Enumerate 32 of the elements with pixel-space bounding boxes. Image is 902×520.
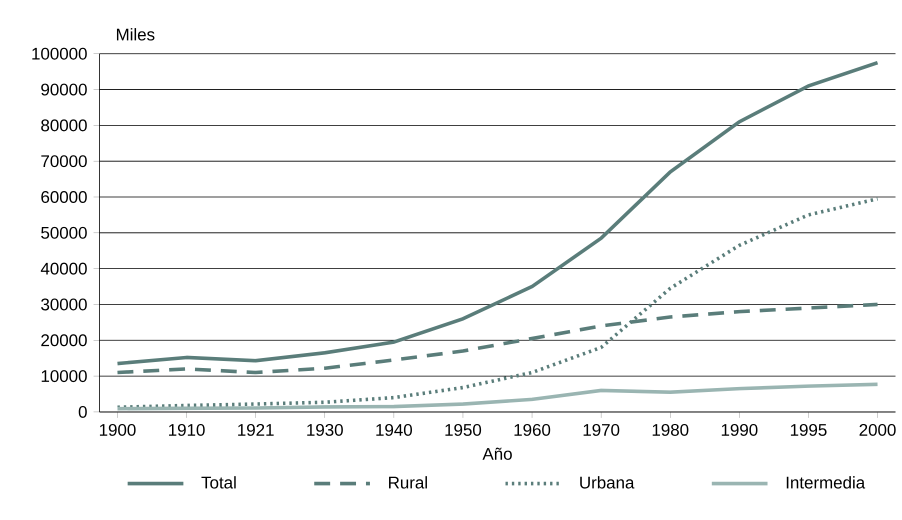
line-series — [116, 60, 880, 366]
y-tick-label: 0 — [78, 406, 87, 418]
x-tick-label: 1930 — [307, 424, 343, 436]
x-tick-label: 1900 — [100, 424, 136, 436]
legend-label: Urbana — [580, 476, 634, 488]
y-tick-label: 70000 — [41, 155, 87, 167]
y-tick-label: 30000 — [41, 298, 87, 310]
x-tick-label: 1940 — [376, 424, 412, 436]
line-series — [116, 382, 880, 410]
x-tick-label: 1910 — [169, 424, 205, 436]
x-tick-label: 1980 — [652, 424, 688, 436]
x-tick-label: 1990 — [722, 424, 758, 436]
y-tick-label: 20000 — [41, 334, 87, 346]
y-tick-label: 60000 — [41, 190, 87, 203]
legend-label: Intermedia — [786, 476, 866, 488]
y-axis-title: Miles — [116, 28, 154, 40]
y-tick-label: 10000 — [42, 370, 87, 382]
x-tick-label: 2000 — [860, 424, 896, 436]
x-tick-label: 1950 — [445, 424, 482, 436]
x-axis-title: Año — [482, 447, 512, 460]
x-tick-label: 1970 — [584, 424, 620, 436]
legend-label: Rural — [389, 476, 427, 488]
x-tick-label: 1995 — [790, 424, 827, 436]
x-tick-label: 1921 — [238, 424, 274, 436]
y-tick-label: 50000 — [41, 226, 87, 239]
line-series — [116, 196, 880, 409]
y-tick-label: 90000 — [41, 83, 87, 96]
x-tick-label: 1960 — [514, 424, 550, 436]
y-tick-label: 40000 — [40, 262, 87, 274]
y-tick-label: 100000 — [32, 48, 87, 60]
y-tick-label: 80000 — [41, 119, 87, 132]
legend-label: Total — [201, 476, 236, 488]
